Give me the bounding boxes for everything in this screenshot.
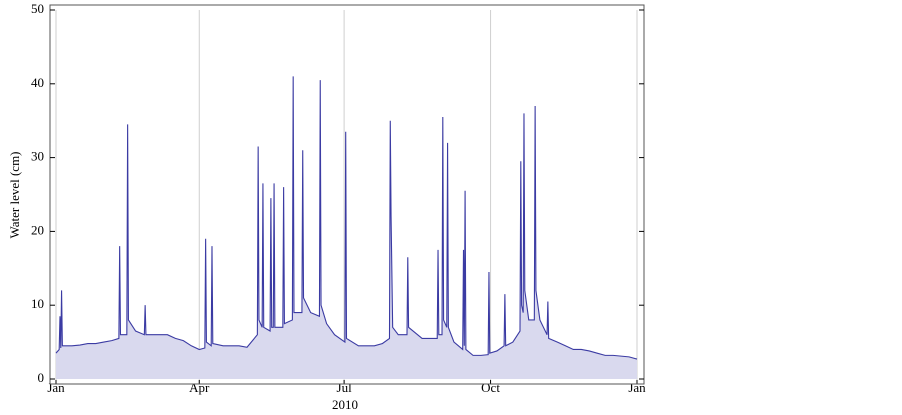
y-tick-label: 20 (31, 222, 44, 237)
y-tick-label: 30 (31, 149, 44, 164)
y-tick-label: 40 (31, 75, 44, 90)
x-tick-label: Jan (628, 380, 646, 395)
y-axis-label: Water level (cm) (7, 151, 22, 238)
x-tick-label: Apr (189, 380, 210, 395)
x-axis-label: 2010 (332, 397, 358, 412)
x-tick-label: Jul (337, 380, 353, 395)
y-tick-label: 10 (31, 296, 44, 311)
x-tick-label: Oct (481, 380, 500, 395)
y-tick-label: 0 (38, 370, 45, 385)
y-tick-label: 50 (31, 1, 44, 16)
plot-frame (49, 4, 645, 385)
line (55, 76, 638, 360)
